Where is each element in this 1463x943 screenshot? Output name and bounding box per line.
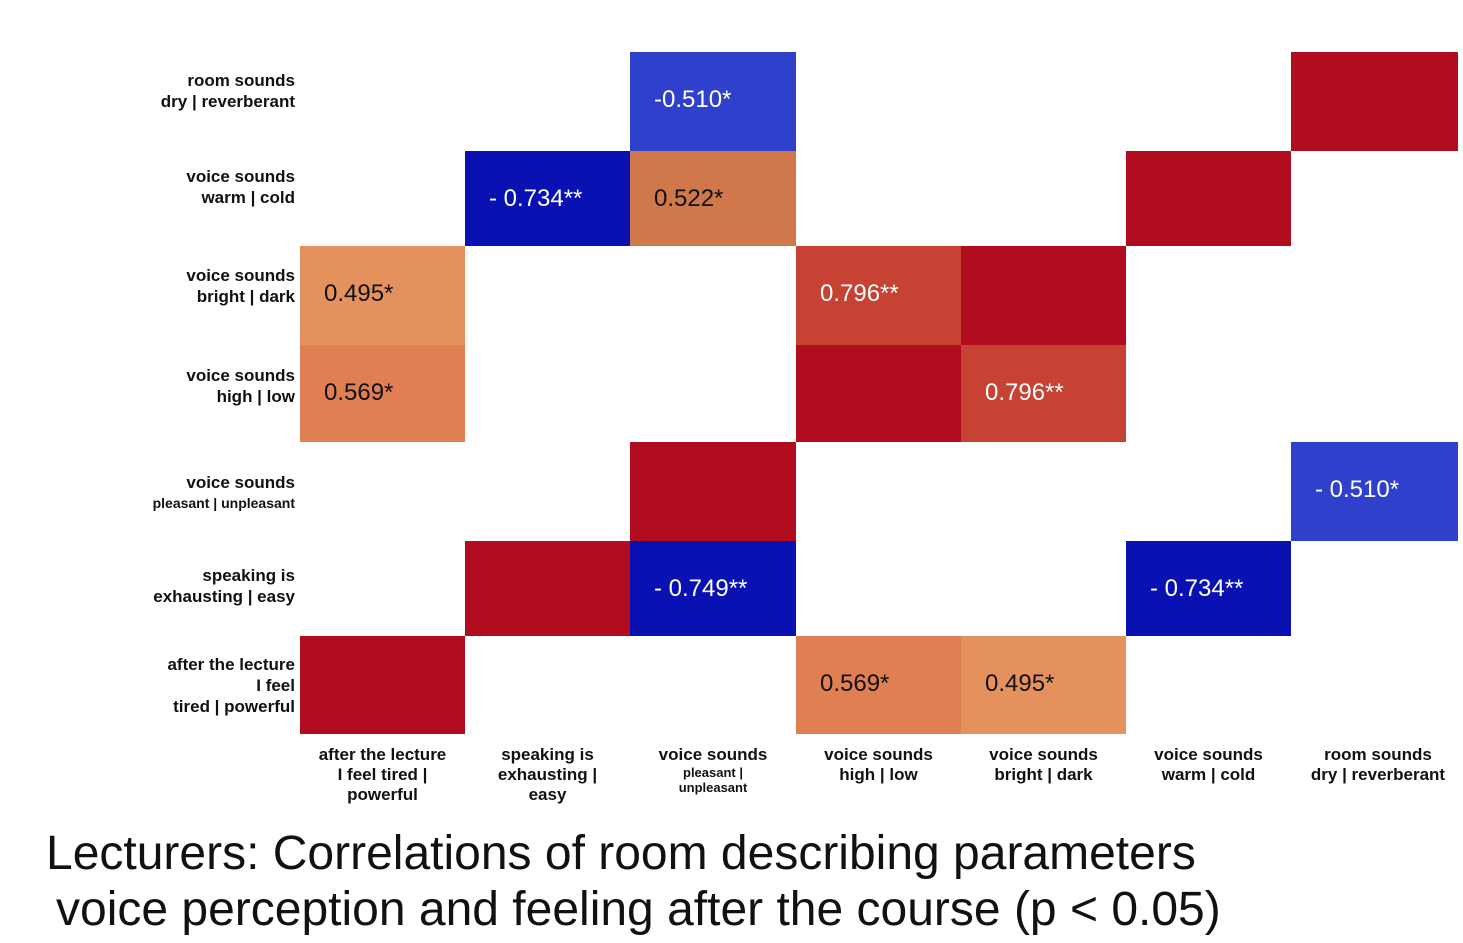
cell-value-label: 0.495* bbox=[324, 280, 394, 307]
row-label-line: high | low bbox=[216, 387, 295, 406]
row-label-line: room sounds bbox=[187, 71, 295, 90]
column-label: voice sounds pleasant | unpleasant bbox=[631, 745, 795, 795]
heatmap-cell bbox=[1291, 52, 1458, 151]
column-label: speaking is exhausting | easy bbox=[466, 745, 630, 805]
row-label: voice sounds warm | cold bbox=[186, 166, 295, 208]
caption-line-1: Lecturers: Correlations of room describi… bbox=[46, 827, 1196, 880]
heatmap-cell bbox=[465, 541, 630, 636]
caption-line-2: voice perception and feeling after the c… bbox=[56, 883, 1221, 936]
column-label-line: after the lecture bbox=[318, 745, 447, 764]
heatmap-cell bbox=[961, 246, 1126, 345]
heatmap-cell bbox=[1291, 442, 1458, 541]
row-label-line: I feel bbox=[256, 675, 295, 695]
row-label-line: voice sounds bbox=[186, 473, 295, 492]
row-label-line: dry | reverberant bbox=[160, 92, 295, 111]
row-label: voice sounds pleasant | unpleasant bbox=[153, 472, 295, 514]
heatmap-cell bbox=[300, 345, 465, 442]
heatmap-cell bbox=[961, 636, 1126, 734]
heatmap-cell bbox=[796, 345, 961, 442]
column-label: voice sounds high | low bbox=[797, 745, 961, 785]
row-label-line: speaking is bbox=[202, 566, 295, 585]
column-label-line: warm | cold bbox=[1161, 765, 1256, 784]
column-label: room sounds dry | reverberant bbox=[1296, 745, 1460, 785]
column-label-line: high | low bbox=[839, 765, 918, 784]
cell-value-label: - 0.749** bbox=[654, 575, 748, 602]
row-label-line: tired | powerful bbox=[173, 696, 295, 716]
column-label-line: dry | reverberant bbox=[1310, 765, 1446, 784]
column-label-line: powerful bbox=[347, 785, 418, 804]
heatmap-cell bbox=[630, 52, 796, 151]
column-label-line: voice sounds bbox=[1154, 745, 1263, 764]
heatmap-cell bbox=[630, 151, 796, 246]
column-label-line: I feel tired | bbox=[337, 765, 428, 784]
row-label-line: voice sounds bbox=[186, 167, 295, 186]
heatmap-cell bbox=[796, 246, 961, 345]
cell-value-label: - 0.734** bbox=[1150, 575, 1244, 602]
row-label: speaking is exhausting | easy bbox=[153, 565, 295, 607]
column-label: after the lecture I feel tired | powerful bbox=[301, 745, 465, 805]
row-label-line: bright | dark bbox=[196, 287, 295, 306]
row-label: voice sounds high | low bbox=[186, 365, 295, 407]
row-label: after the lecture I feel tired | powerful bbox=[167, 654, 295, 717]
column-label-line: voice sounds bbox=[658, 745, 768, 764]
heatmap-cell bbox=[630, 442, 796, 541]
column-label-line: speaking is bbox=[501, 745, 594, 764]
heatmap-cell bbox=[465, 151, 630, 246]
cell-value-label: -0.510* bbox=[654, 86, 732, 113]
column-label-line: unpleasant bbox=[678, 780, 748, 795]
chart-caption: Lecturers: Correlations of room describi… bbox=[0, 822, 1463, 943]
heatmap-cell bbox=[1126, 151, 1291, 246]
heatmap-cell bbox=[300, 246, 465, 345]
column-label-line: room sounds bbox=[1324, 745, 1432, 764]
row-label: room sounds dry | reverberant bbox=[161, 70, 295, 112]
cell-value-label: 0.796** bbox=[820, 280, 899, 307]
cell-value-label: 0.569* bbox=[324, 379, 394, 406]
row-label-line: pleasant | unpleasant bbox=[152, 495, 295, 511]
cell-value-label: - 0.734** bbox=[489, 185, 583, 212]
heatmap-cell bbox=[1126, 541, 1291, 636]
row-label-line: exhausting | easy bbox=[153, 587, 295, 606]
column-label-line: voice sounds bbox=[824, 745, 933, 764]
row-label-line: voice sounds bbox=[186, 366, 295, 385]
cell-value-label: 0.522* bbox=[654, 185, 724, 212]
column-label: voice sounds bright | dark bbox=[962, 745, 1126, 785]
row-label-line: after the lecture bbox=[167, 654, 295, 674]
cell-value-label: 0.569* bbox=[820, 670, 890, 697]
column-label-line: exhausting | bbox=[497, 765, 598, 784]
column-label-line: voice sounds bbox=[989, 745, 1098, 764]
row-label-line: voice sounds bbox=[186, 266, 295, 285]
cell-value-label: 0.796** bbox=[985, 379, 1064, 406]
column-label: voice sounds warm | cold bbox=[1127, 745, 1291, 785]
heatmap-cell bbox=[961, 345, 1126, 442]
cell-value-label: 0.495* bbox=[985, 670, 1055, 697]
column-label-line: bright | dark bbox=[994, 765, 1093, 784]
heatmap-cell bbox=[300, 636, 465, 734]
column-label-line: pleasant | bbox=[683, 765, 743, 780]
cell-value-label: - 0.510* bbox=[1315, 476, 1400, 503]
row-label: voice sounds bright | dark bbox=[186, 265, 295, 307]
heatmap-cell bbox=[796, 636, 961, 734]
column-label-line: easy bbox=[528, 785, 567, 804]
heatmap-cell bbox=[630, 541, 796, 636]
row-label-line: warm | cold bbox=[201, 188, 295, 207]
